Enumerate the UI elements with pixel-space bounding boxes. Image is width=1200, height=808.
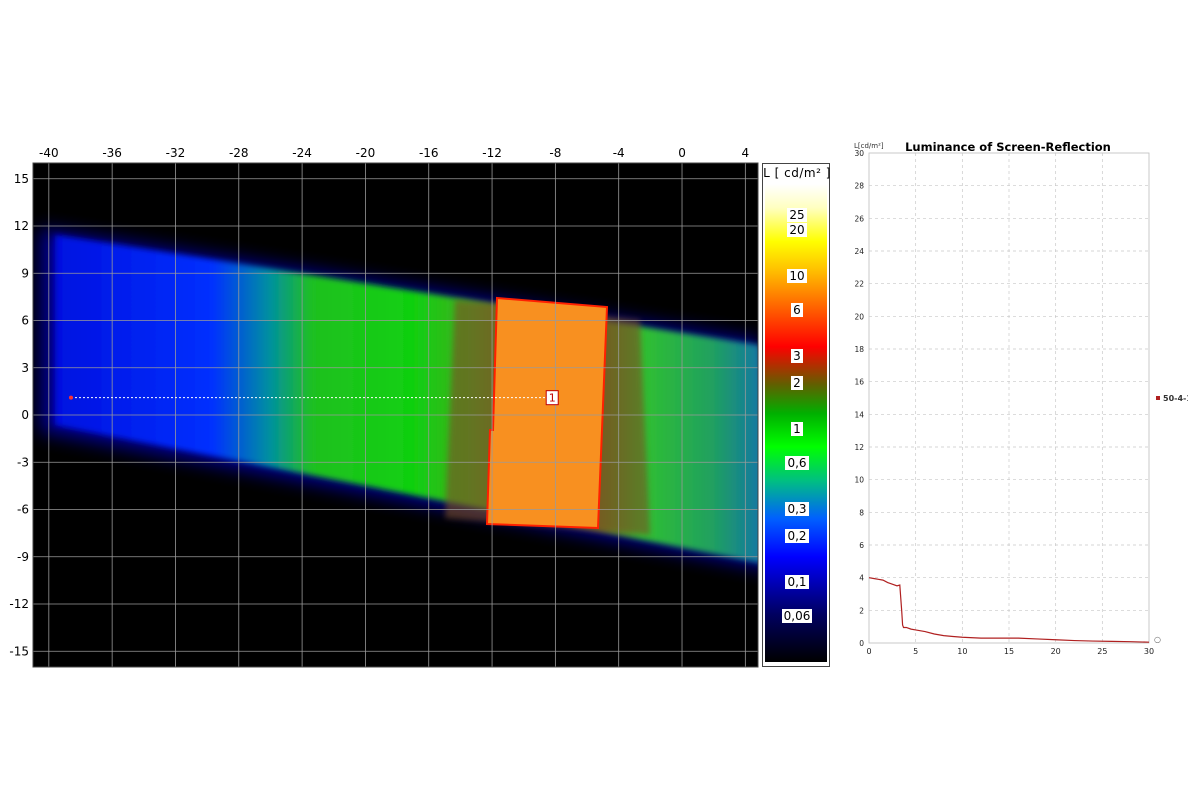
line-chart-y-tick-label: 22: [854, 280, 864, 289]
heatmap-y-ticks: 15 12 9 6 3 0 -3 -6 -9 -12 -15: [9, 172, 29, 659]
line-chart-x-tick-label: 0: [866, 647, 871, 656]
legend-swatch: [1156, 396, 1160, 400]
heatmap-x-tick-label: -40: [39, 146, 59, 160]
heatmap-x-tick-label: -24: [292, 146, 312, 160]
line-chart-y-tick-label: 4: [859, 574, 864, 583]
colorbar-label: 2: [763, 376, 831, 390]
line-chart-x-tick-label: 25: [1097, 647, 1107, 656]
colorbar-label: 0,1: [763, 575, 831, 590]
heatmap-y-tick-label: -6: [17, 503, 29, 517]
colorbar-label-text: 3: [791, 349, 803, 364]
heatmap-y-tick-label: 6: [21, 314, 29, 328]
colorbar-label: 1: [763, 422, 831, 437]
colorbar-label: 6: [763, 303, 831, 318]
line-chart-y-tick-label: 26: [854, 214, 864, 223]
line-chart-y-tick-label: 18: [854, 345, 864, 354]
heatmap-x-tick-label: 4: [742, 146, 750, 160]
line-chart-x-tick-label: 5: [913, 647, 918, 656]
line-chart-y-tick-label: 8: [859, 508, 864, 517]
colorbar-label-text: 0,6: [785, 455, 809, 470]
heatmap-y-tick-label: 3: [21, 361, 29, 375]
colorbar-title: L [ cd/m² ]: [763, 166, 831, 180]
heatmap-x-tick-label: 0: [678, 146, 686, 160]
colorbar-label: 10: [763, 269, 831, 284]
heatmap-x-tick-label: -32: [166, 146, 186, 160]
colorbar-label: 0,06: [763, 608, 831, 623]
colorbar-label-text: 2: [791, 376, 803, 390]
measure-label: 1: [549, 392, 556, 405]
colorbar-label-text: 1: [791, 422, 803, 437]
heatmap-x-ticks: -40 -36 -32 -28 -24 -20 -16 -12 -8 -4 0 4: [39, 146, 749, 160]
heatmap-x-tick-label: -20: [356, 146, 376, 160]
heatmap-x-tick-label: -36: [102, 146, 122, 160]
line-chart: Luminance of Screen-Reflection L[cd/m²] …: [854, 140, 1192, 656]
heatmap-y-tick-label: 0: [21, 408, 29, 422]
screen-reflection-region: [485, 296, 609, 530]
line-chart-y-tick-label: 20: [854, 312, 864, 321]
colorbar-label-text: 0,06: [781, 608, 813, 623]
heatmap-x-tick-label: -4: [613, 146, 625, 160]
colorbar-label: 3: [763, 349, 831, 364]
line-chart-y-tick-label: 6: [859, 541, 864, 550]
colorbar-label-text: 20: [787, 223, 807, 238]
line-chart-legend: 50-4-1: [1156, 394, 1192, 403]
colorbar-label-text: 6: [791, 303, 803, 318]
heatmap-x-tick-label: -12: [482, 146, 502, 160]
colorbar-legend: L [ cd/m² ] 25 20 10 6 3 2 1 0,6 0,3 0,2 0,1 0,06: [762, 163, 830, 667]
heatmap-y-tick-label: 12: [14, 219, 29, 233]
line-chart-y-tick-label: 30: [854, 149, 864, 158]
line-chart-grid: [868, 152, 1150, 644]
colorbar-label-text: 0,2: [785, 528, 809, 543]
line-chart-x-tick-label: 30: [1144, 647, 1154, 656]
line-chart-y-tick-label: 16: [854, 378, 864, 387]
line-series-path: [868, 577, 1150, 643]
heatmap-x-tick-label: -28: [229, 146, 249, 160]
line-chart-ylabel: L[cd/m²]: [854, 142, 884, 150]
heatmap-y-tick-label: -3: [17, 455, 29, 469]
line-chart-y-tick-label: 24: [854, 247, 864, 256]
line-chart-y-tick-label: 12: [854, 443, 864, 452]
line-chart-x-ticks: 0 5 10 15 20 25 30: [866, 647, 1154, 656]
heatmap-x-tick-label: -16: [419, 146, 439, 160]
colorbar-label: 0,3: [763, 502, 831, 517]
measure-label-box: [545, 390, 559, 406]
heatmap-y-tick-label: 15: [14, 172, 29, 186]
line-chart-y-tick-label: 10: [854, 476, 864, 485]
colorbar-label-text: 10: [787, 269, 807, 284]
line-chart-y-tick-label: 2: [859, 606, 864, 615]
colorbar-label-text: 0,1: [785, 575, 809, 590]
heatmap-panel: -40 -36 -32 -28 -24 -20 -16 -12 -8 -4 0 4 15 12 9 6 3 0-…: [0, 140, 840, 680]
line-chart-y-tick-label: 0: [859, 639, 864, 648]
colorbar-label: 0,6: [763, 455, 831, 470]
colorbar-label: 20: [763, 223, 831, 238]
line-chart-x-tick-label: 10: [957, 647, 967, 656]
heatmap-x-tick-label: -8: [549, 146, 561, 160]
line-chart-panel: Luminance of Screen-Reflection L[cd/m²] …: [848, 140, 1192, 660]
heatmap-grid: [33, 163, 758, 667]
measure-start-point: [68, 395, 73, 400]
measure-line: 1: [68, 390, 559, 406]
line-chart-x-tick-label: 20: [1051, 647, 1061, 656]
line-chart-title: Luminance of Screen-Reflection: [905, 140, 1111, 154]
colorbar-label-text: 0,3: [785, 502, 809, 517]
heatmap-y-tick-label: -9: [17, 550, 29, 564]
heatmap-y-tick-label: -12: [9, 597, 29, 611]
heatmap-chart: -40 -36 -32 -28 -24 -20 -16 -12 -8 -4 0 4 15129630-…: [9, 146, 759, 668]
colorbar-label: 25: [763, 208, 831, 223]
line-chart-series: [868, 577, 1150, 643]
heatmap-y-tick-label: 9: [21, 266, 29, 280]
axis-end-marker: ○: [1154, 635, 1161, 644]
line-chart-y-tick-label: 14: [854, 410, 864, 419]
colorbar-label-text: 25: [787, 208, 807, 223]
legend-series-name: 50-4-1: [1163, 394, 1188, 403]
line-chart-y-tick-label: 28: [854, 182, 864, 191]
line-chart-x-tick-label: 15: [1004, 647, 1014, 656]
heatmap-y-tick-label: -15: [9, 644, 29, 658]
colorbar-label: 0,2: [763, 528, 831, 543]
